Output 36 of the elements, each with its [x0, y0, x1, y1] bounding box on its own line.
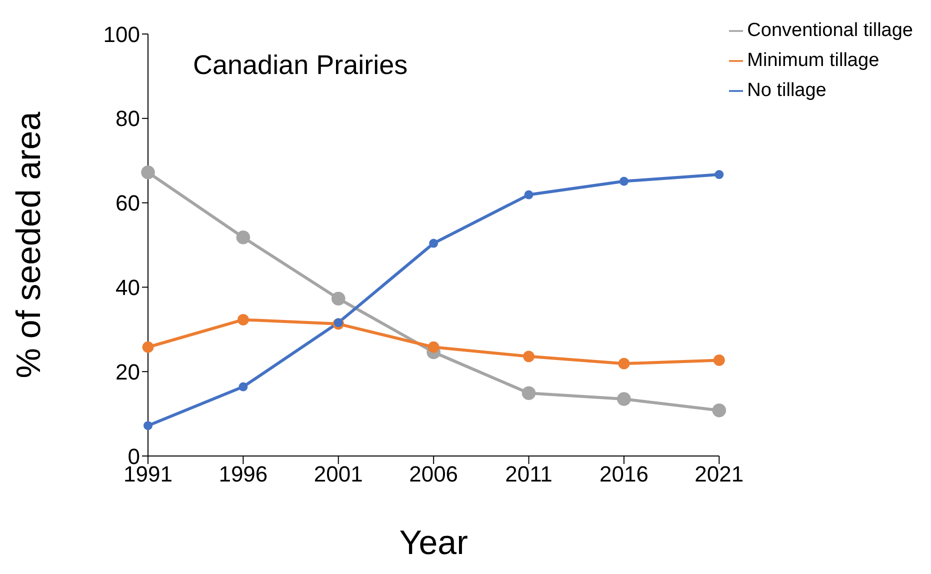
x-tick-label: 2006 — [409, 462, 458, 487]
point — [331, 292, 346, 306]
x-tick-label: 2001 — [314, 462, 363, 487]
text: Canadian Prairies — [193, 50, 408, 80]
x-axis-title: Year — [399, 524, 468, 562]
point — [617, 392, 631, 406]
y-axis-title: % of seeded area — [10, 112, 48, 378]
point — [524, 190, 534, 200]
point — [712, 404, 726, 418]
point — [618, 358, 630, 370]
point — [237, 314, 249, 326]
point — [619, 176, 628, 186]
y-tick-label: 100 — [103, 22, 140, 47]
point — [144, 421, 152, 430]
x-tick-label: 1996 — [218, 462, 268, 487]
point — [713, 354, 725, 366]
y-tick-label: 80 — [116, 106, 140, 132]
x-tick-label: 2021 — [694, 462, 744, 487]
legend-label: Conventional tillage — [747, 20, 913, 41]
y-tick-label: 20 — [116, 359, 140, 384]
y-tick-label: 60 — [116, 190, 140, 216]
y-tick-label: 40 — [116, 275, 140, 300]
x-tick-label: 2011 — [505, 462, 552, 487]
legend-label: No tillage — [747, 80, 826, 101]
point — [714, 170, 724, 180]
point — [429, 238, 438, 248]
point — [428, 341, 440, 353]
x-tick-label: 2016 — [599, 462, 648, 487]
point — [142, 341, 154, 353]
point — [522, 386, 536, 400]
point — [334, 318, 343, 328]
point — [236, 230, 250, 244]
point — [523, 350, 534, 362]
legend-label: Minimum tillage — [747, 50, 880, 71]
point — [238, 382, 248, 392]
point — [141, 166, 155, 180]
